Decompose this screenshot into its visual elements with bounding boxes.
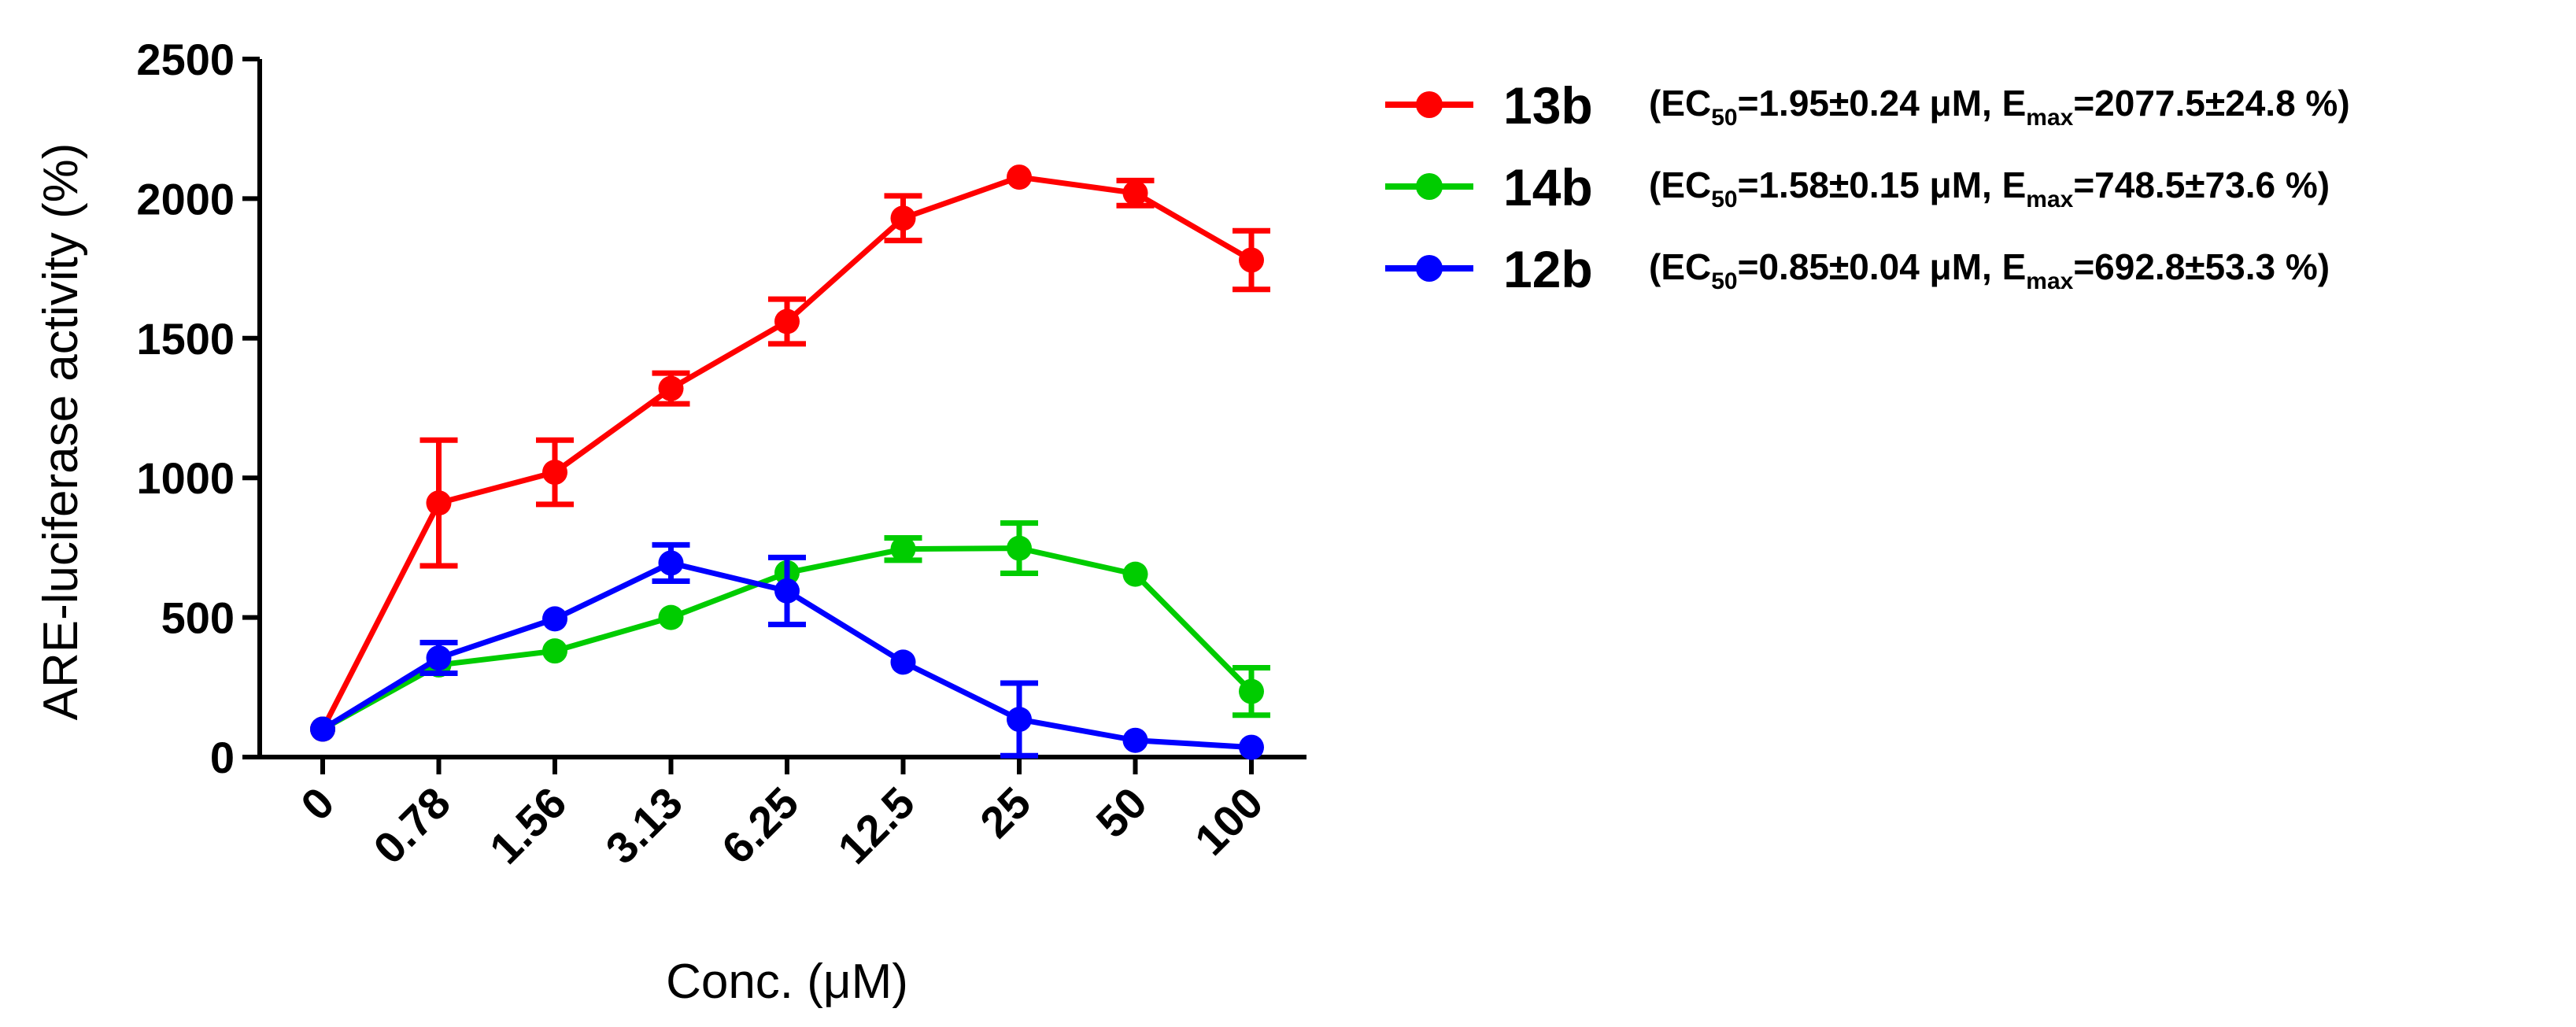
ec50-prefix: (EC [1649, 164, 1711, 205]
x-tick-label: 0.78 [364, 778, 460, 874]
ec50-subscript: 50 [1711, 105, 1737, 131]
legend-marker [1416, 91, 1443, 118]
data-point [890, 536, 916, 562]
y-axis-title: ARE-luciferase activity (%) [34, 143, 88, 721]
data-point [542, 638, 567, 664]
legend-stats: (EC50=1.58±0.15 μM, Emax=748.5±73.6 %) [1649, 164, 2330, 212]
data-point [426, 645, 452, 671]
data-point [1007, 535, 1032, 561]
emax-value: =692.8±53.3 %) [2073, 246, 2330, 287]
ec50-prefix: (EC [1649, 83, 1711, 124]
y-tick-label: 2500 [136, 35, 235, 84]
data-point [1239, 247, 1264, 273]
x-tick-label: 0 [291, 778, 344, 830]
y-tick-label: 1000 [136, 453, 235, 503]
series-layer [310, 164, 1270, 760]
legend-entry-12b: 12b (EC50=0.85±0.04 μM, Emax=692.8±53.3 %… [1385, 240, 2330, 298]
legend-marker [1416, 255, 1443, 282]
axes: 0 500 1000 1500 2000 2500 0 0.78 1.56 3.13 6.25 12.… [34, 35, 1306, 1009]
data-point [890, 205, 916, 231]
y-tick-label: 2000 [136, 174, 235, 224]
data-point [890, 649, 916, 675]
ec50-subscript: 50 [1711, 187, 1737, 212]
legend-entry-14b: 14b (EC50=1.58±0.15 μM, Emax=748.5±73.6 %… [1385, 158, 2330, 216]
data-point [774, 308, 800, 334]
series-line-13b [320, 174, 1253, 731]
legend-stats: (EC50=1.95±0.24 μM, Emax=2077.5±24.8 %) [1649, 83, 2350, 131]
y-tick-label: 500 [161, 593, 235, 643]
legend: 13b (EC50=1.95±0.24 μM, Emax=2077.5±24.8 … [1385, 76, 2350, 298]
emax-subscript: max [2026, 105, 2073, 131]
data-point [658, 375, 684, 401]
data-point [1239, 734, 1264, 760]
data-point [1122, 180, 1148, 206]
series-12b [310, 541, 1264, 760]
emax-value: =2077.5±24.8 %) [2073, 83, 2349, 124]
x-tick-label: 3.13 [596, 778, 692, 874]
x-axis-title: Conc. (μM) [666, 955, 908, 1009]
x-tick-label: 12.5 [828, 778, 924, 874]
data-point [1239, 678, 1264, 704]
data-point [426, 490, 452, 516]
data-point [1122, 561, 1148, 587]
data-point [658, 604, 684, 630]
y-tick-label: 1500 [136, 314, 235, 364]
data-point [542, 606, 567, 632]
x-tick-label: 50 [1086, 778, 1156, 848]
legend-marker [1416, 173, 1443, 200]
x-tick-label: 100 [1185, 778, 1273, 865]
data-point [542, 460, 567, 486]
emax-subscript: max [2026, 187, 2073, 212]
ec50-prefix: (EC [1649, 246, 1711, 287]
y-tick-label: 0 [210, 733, 235, 782]
data-point [658, 550, 684, 576]
legend-stats: (EC50=0.85±0.04 μM, Emax=692.8±53.3 %) [1649, 246, 2330, 294]
legend-entry-13b: 13b (EC50=1.95±0.24 μM, Emax=2077.5±24.8 … [1385, 76, 2350, 135]
ec50-value: =1.95±0.24 μM, E [1738, 83, 2027, 124]
ec50-value: =1.58±0.15 μM, E [1738, 164, 2027, 205]
x-tick-label: 1.56 [480, 778, 576, 874]
data-point [1007, 707, 1032, 733]
emax-subscript: max [2026, 268, 2073, 294]
legend-label: 14b [1503, 158, 1593, 216]
data-point [774, 578, 800, 604]
x-tick-label: 25 [970, 778, 1040, 848]
emax-value: =748.5±73.6 %) [2073, 164, 2330, 205]
data-point [1122, 727, 1148, 753]
ec50-subscript: 50 [1711, 268, 1737, 294]
ec50-value: =0.85±0.04 μM, E [1738, 246, 2027, 287]
legend-label: 12b [1503, 240, 1593, 298]
series-13b [310, 164, 1270, 742]
data-point [310, 716, 335, 742]
legend-label: 13b [1503, 76, 1593, 135]
data-point [1007, 164, 1032, 190]
x-tick-label: 6.25 [712, 778, 808, 874]
